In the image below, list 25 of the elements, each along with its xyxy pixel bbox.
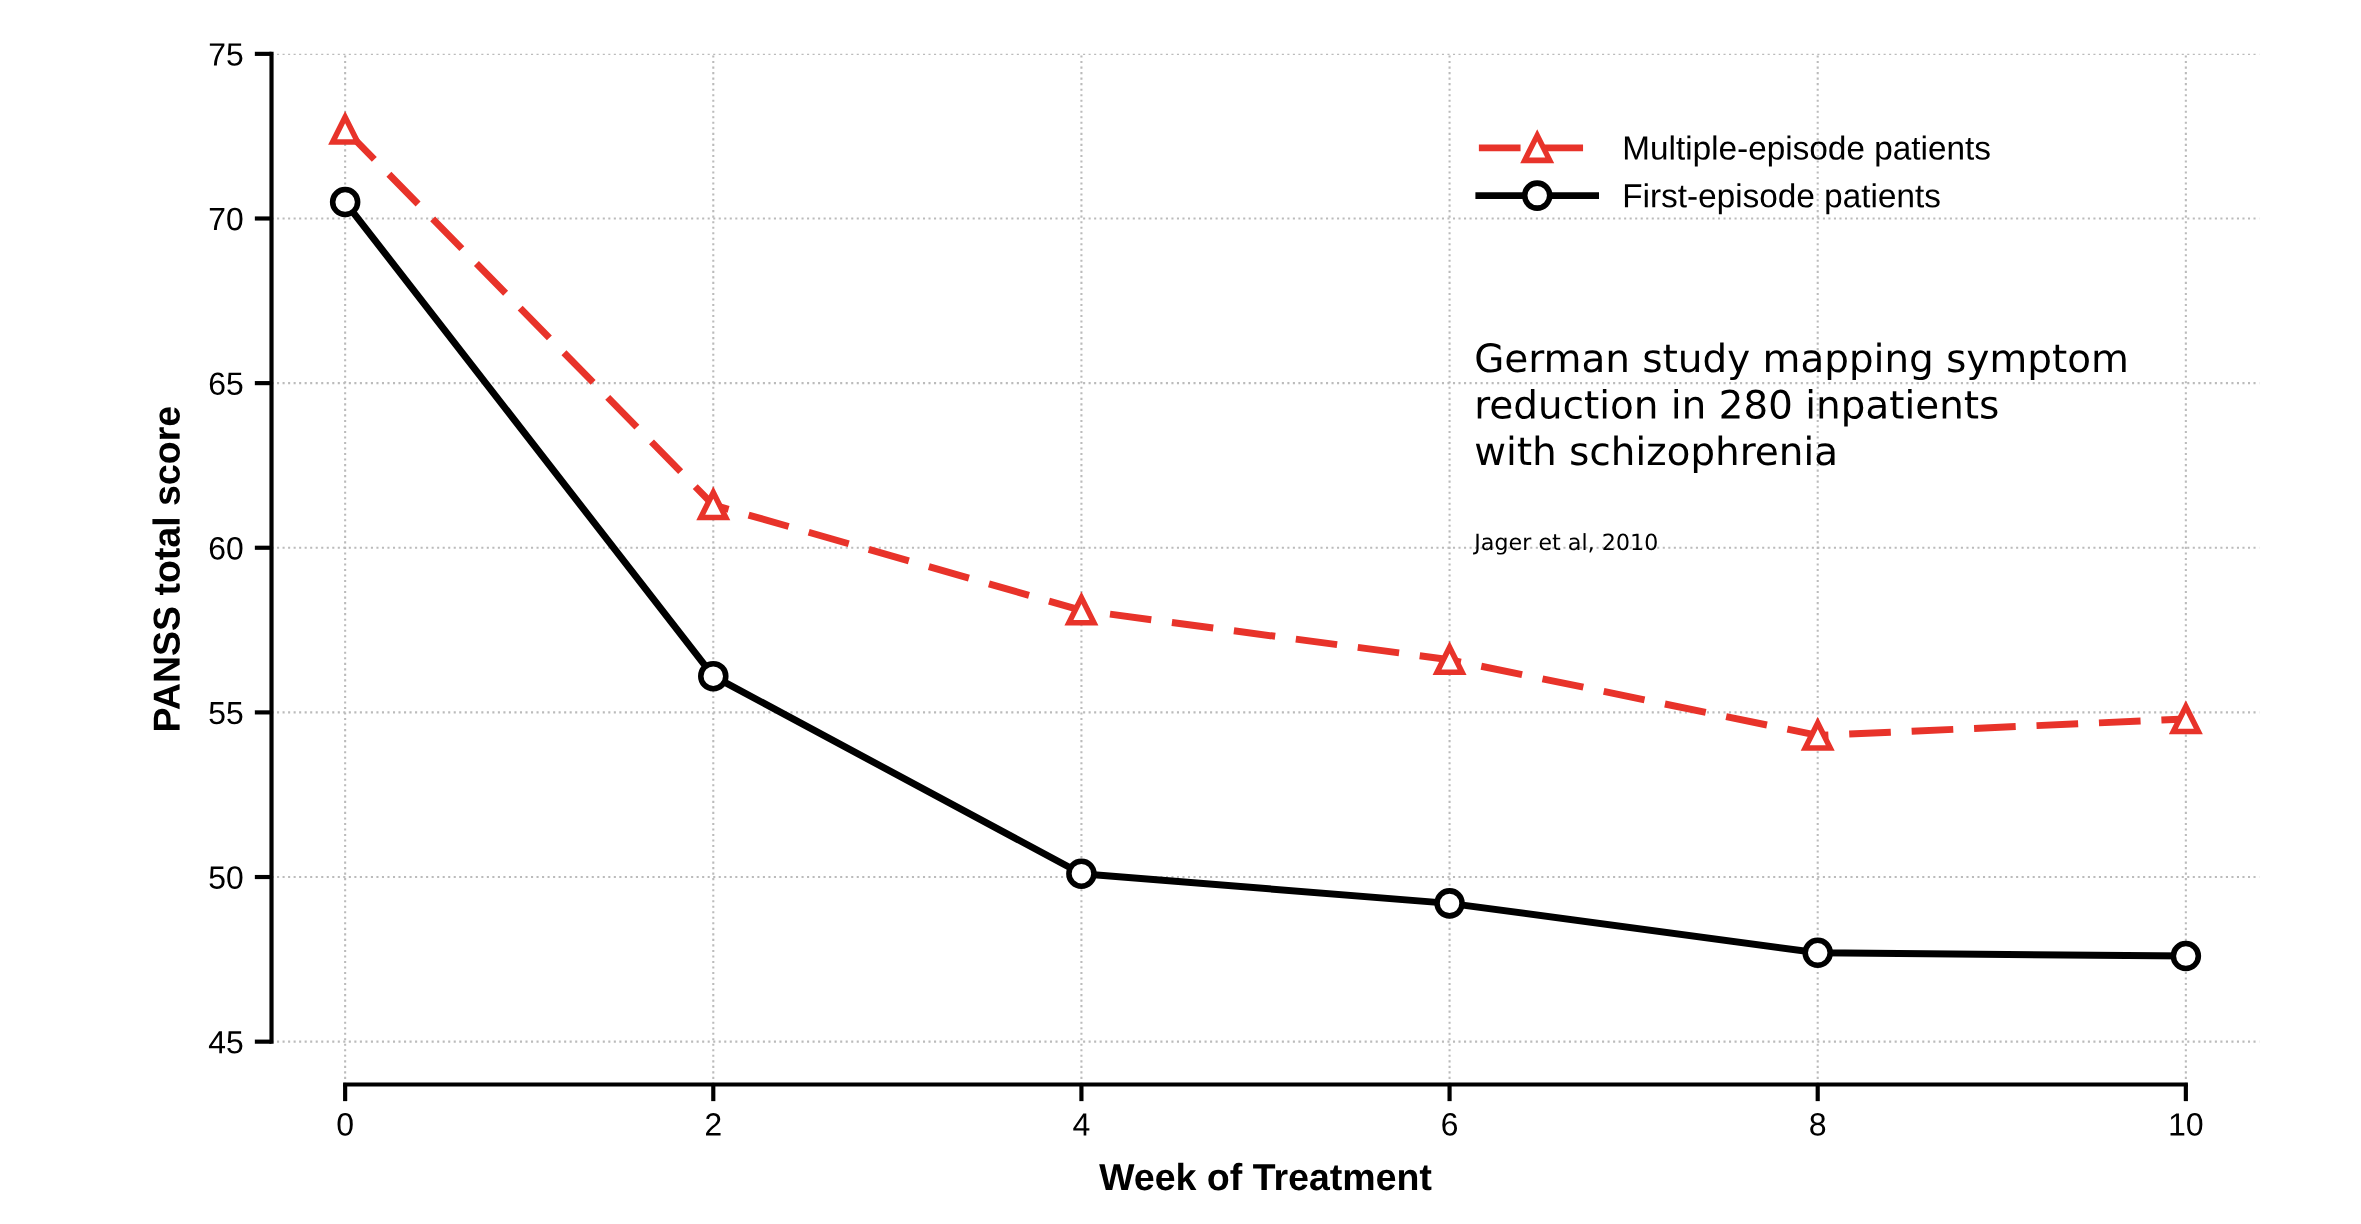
y-tick-label: 60 xyxy=(209,537,243,560)
x-tick-label: 8 xyxy=(1810,1113,1826,1136)
x-tick-label: 4 xyxy=(1073,1113,1090,1136)
y-tick-label: 75 xyxy=(209,43,243,66)
x-tick-label: 10 xyxy=(2170,1113,2203,1136)
y-tick-label: 65 xyxy=(209,372,243,396)
y-axis-title: PANSS total score xyxy=(152,407,180,730)
annotation: Jager et al, 2010 xyxy=(1473,533,1657,555)
x-tick-label: 6 xyxy=(1442,1113,1458,1136)
point xyxy=(1802,937,1833,969)
x-axis-title: Week of Treatment xyxy=(1099,1162,1432,1191)
annotation: German study mapping symptom reduction in 280 inpatients with schizophrenia xyxy=(1475,342,2126,474)
x-tick-label: 2 xyxy=(706,1113,721,1136)
y-tick-label: 45 xyxy=(208,1031,243,1054)
legend-label: First-episode patients xyxy=(1624,183,1940,215)
point xyxy=(329,186,361,218)
point xyxy=(1066,858,1097,890)
y-tick-label: 70 xyxy=(209,207,243,231)
point xyxy=(1434,888,1465,919)
point xyxy=(698,660,729,692)
point xyxy=(2170,940,2202,972)
y-tick-label: 50 xyxy=(209,866,243,889)
y-tick-label: 55 xyxy=(209,701,243,725)
legend-label: Multiple-episode patients xyxy=(1624,135,1990,167)
x-tick-label: 0 xyxy=(337,1113,353,1136)
